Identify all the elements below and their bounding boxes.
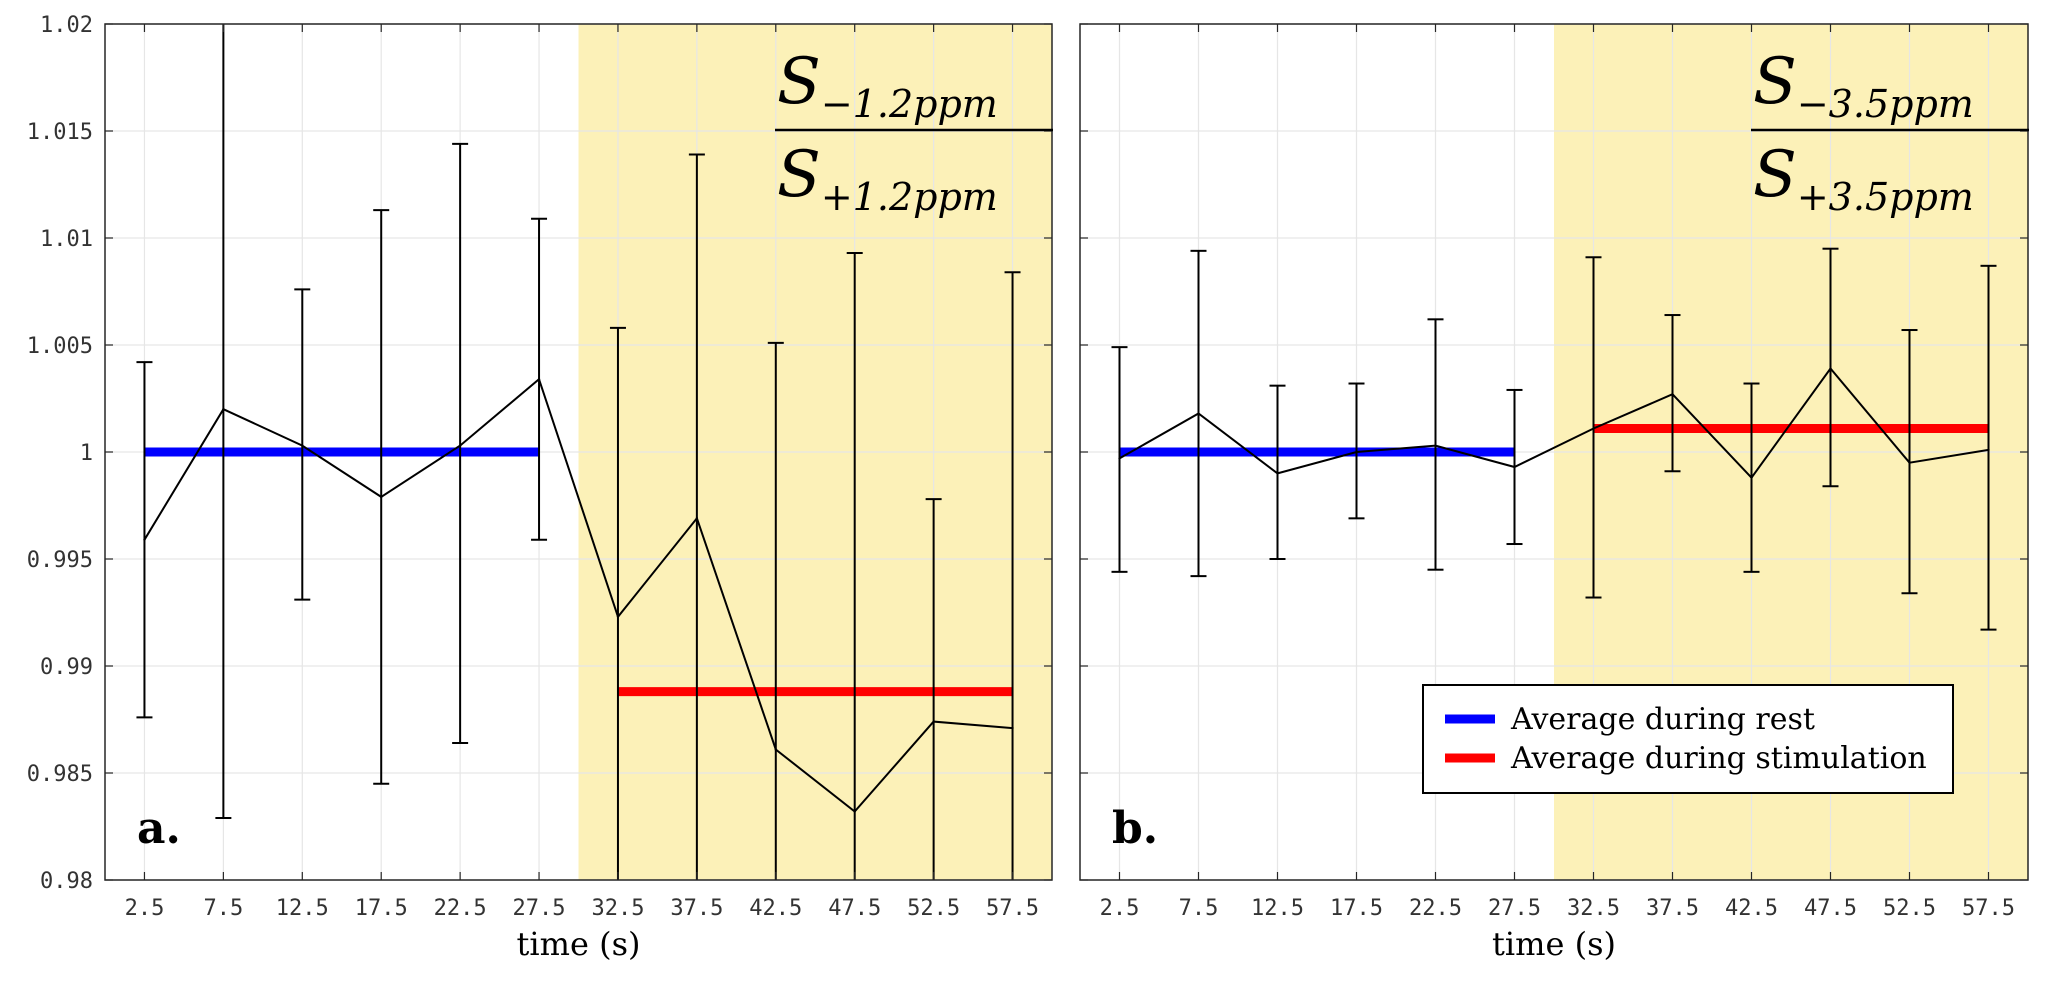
- x-tick-label: 37.5: [1646, 896, 1699, 921]
- y-tick-label: 0.985: [27, 762, 93, 787]
- panel-label: a.: [137, 803, 181, 854]
- data-point: [695, 517, 699, 520]
- x-tick-label: 12.5: [276, 896, 329, 921]
- y-tick-label: 1.02: [40, 13, 93, 38]
- panel-b: 2.5 7.5 12.5 17.5 22.5 27.5 32.5 37.5 42.5 47.5 52…: [1079, 23, 2029, 963]
- y-tick-label: 0.995: [27, 548, 93, 573]
- data-point: [853, 810, 856, 813]
- data-point: [1671, 393, 1674, 396]
- x-tick-label: 37.5: [670, 896, 723, 921]
- x-tick-label: 52.5: [907, 896, 960, 921]
- panel-label: b.: [1112, 803, 1158, 854]
- data-point: [380, 495, 383, 499]
- panel-a: 2.5 7.5 12.5 17.5 22.5 27.5 32.5 37.5 42.5 47.5 52…: [27, 13, 1053, 963]
- x-tick-label: 27.5: [513, 896, 566, 921]
- equation-numerator: S−1.2ppm: [777, 45, 998, 126]
- data-point: [1011, 726, 1014, 730]
- x-tick-label: 2.5: [1100, 896, 1140, 921]
- y-tick-label: 1: [80, 441, 93, 466]
- x-tick-label: 42.5: [749, 896, 802, 921]
- data-point: [932, 720, 935, 723]
- x-tick-label: 22.5: [434, 896, 487, 921]
- data-point: [1829, 367, 1832, 370]
- x-tick-label: 7.5: [204, 896, 244, 921]
- ratio-equation: S−3.5ppm S+3.5ppm: [1751, 45, 2029, 219]
- x-tick-label: 57.5: [986, 896, 1039, 921]
- x-tick-label: 47.5: [1804, 896, 1857, 921]
- legend-label-rest: Average during rest: [1510, 702, 1815, 737]
- x-tick-label: 52.5: [1883, 896, 1936, 921]
- x-tick-label: 17.5: [355, 896, 408, 921]
- x-tick-label: 17.5: [1330, 896, 1383, 921]
- data-point: [1750, 476, 1753, 479]
- data-point: [616, 615, 620, 618]
- data-point: [537, 378, 541, 381]
- data-point: [1908, 461, 1911, 464]
- x-tick-label: 42.5: [1725, 896, 1778, 921]
- ratio-series-line: [143, 377, 1013, 813]
- data-point: [458, 444, 462, 447]
- data-point: [1276, 472, 1279, 475]
- ratio-series-line: [1119, 366, 1989, 480]
- y-tick-label: 1.015: [27, 120, 93, 145]
- data-point: [301, 444, 304, 447]
- y-tick-label: 1.005: [27, 334, 93, 359]
- x-tick-label: 22.5: [1409, 896, 1462, 921]
- x-tick-label: 32.5: [1567, 896, 1620, 921]
- equation-numerator: S−3.5ppm: [1753, 45, 1974, 126]
- legend: Average during rest Average during stimul…: [1422, 684, 1954, 794]
- y-tick-label: 1.01: [40, 227, 93, 252]
- data-point: [143, 538, 146, 541]
- data-point: [1513, 465, 1516, 469]
- equation-denominator: S+3.5ppm: [1753, 138, 1974, 219]
- data-point: [774, 748, 777, 751]
- x-tick-label: 27.5: [1488, 896, 1541, 921]
- data-point: [222, 408, 225, 411]
- equation-denominator: S+1.2ppm: [777, 138, 998, 219]
- legend-label-stimulation: Average during stimulation: [1510, 741, 1927, 776]
- data-point: [1987, 448, 1990, 452]
- x-tick-label: 7.5: [1179, 896, 1219, 921]
- data-point: [1118, 457, 1121, 460]
- y-tick-label: 0.99: [40, 655, 93, 680]
- data-point: [1592, 427, 1595, 430]
- x-tick-label: 32.5: [591, 896, 644, 921]
- x-axis-label: time (s): [517, 925, 641, 963]
- data-point: [1355, 450, 1358, 454]
- legend-box: [1422, 684, 1954, 794]
- y-tick-label: 0.98: [40, 869, 93, 894]
- x-tick-label: 12.5: [1251, 896, 1304, 921]
- x-axis-label: time (s): [1492, 925, 1616, 963]
- x-tick-label: 57.5: [1962, 896, 2015, 921]
- x-tick-label: 47.5: [828, 896, 881, 921]
- data-point: [1197, 412, 1200, 415]
- x-tick-label: 2.5: [125, 896, 165, 921]
- data-point: [1434, 444, 1437, 447]
- ratio-equation: S−1.2ppm S+1.2ppm: [775, 45, 1053, 219]
